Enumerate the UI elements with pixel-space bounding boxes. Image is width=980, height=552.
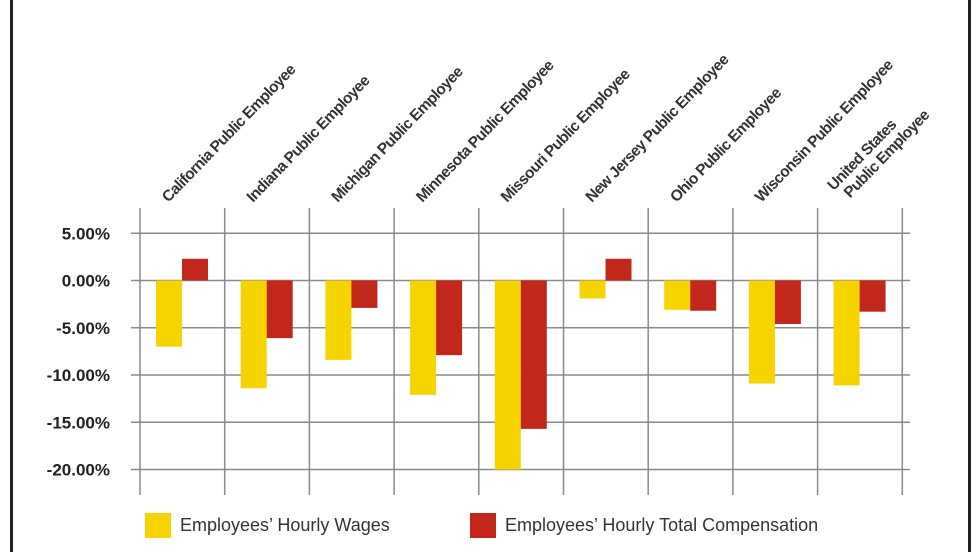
y-tick-label: -20.00% [47,461,110,480]
y-tick-label: 5.00% [62,224,110,243]
legend-label-compensation: Employees’ Hourly Total Compensation [505,515,819,535]
bar-total-compensation [182,258,208,281]
frame-border-right [968,0,971,552]
category-label-line: California Public Employee [159,61,300,206]
bar-hourly-wages [833,280,860,386]
bar-hourly-wages [664,280,691,310]
frame-border-left [10,0,13,552]
bar-hourly-wages [156,280,182,347]
y-tick-label: -15.00% [47,413,110,432]
y-tick-label: -10.00% [47,366,110,385]
bar-total-compensation [690,280,717,311]
bar-total-compensation [266,280,293,339]
legend-item-compensation: Employees’ Hourly Total Compensation [470,513,818,538]
bar-hourly-wages [325,280,352,360]
bar-hourly-wages [410,280,437,395]
bar-total-compensation [859,280,886,312]
category-label-line: New Jersey Public Employee [582,51,732,206]
bar-total-compensation [605,258,632,281]
category-label-line: Minnesota Public Employee [413,57,558,206]
bar-hourly-wages [748,280,775,384]
y-tick-label: 0.00% [62,272,110,291]
legend-label-wages: Employees’ Hourly Wages [180,515,390,535]
bar-hourly-wages [579,280,606,299]
legend-swatch-compensation [470,513,496,538]
bar-total-compensation [520,280,547,429]
bar-total-compensation [774,280,801,324]
category-label: New Jersey Public Employee [582,51,732,206]
bar-hourly-wages [240,280,267,389]
category-label: California Public Employee [159,61,300,206]
category-label: Minnesota Public Employee [413,57,558,206]
bar-total-compensation [436,280,463,356]
legend-swatch-wages [145,513,171,538]
legend-item-wages: Employees’ Hourly Wages [145,513,390,538]
bar-hourly-wages [494,280,521,470]
bar-total-compensation [351,280,378,308]
y-tick-label: -5.00% [56,319,110,338]
